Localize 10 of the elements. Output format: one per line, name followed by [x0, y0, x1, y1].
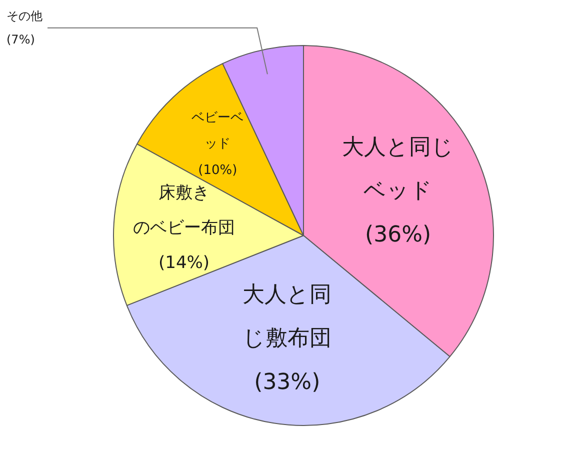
data-label: (14%) — [158, 252, 210, 273]
slice-label: 大人と同じベッド — [342, 134, 454, 204]
data-label: (36%) — [365, 222, 432, 248]
slice-label: ベビーベッド — [192, 110, 244, 152]
slice-label: その他 — [6, 8, 42, 23]
slice-label: 大人と同じ敷布団 — [242, 282, 332, 352]
data-label: (10%) — [198, 162, 238, 178]
data-label: (7%) — [6, 32, 35, 47]
slice-label: 床敷きのベビー布団 — [133, 182, 236, 238]
data-label: (33%) — [254, 370, 320, 395]
